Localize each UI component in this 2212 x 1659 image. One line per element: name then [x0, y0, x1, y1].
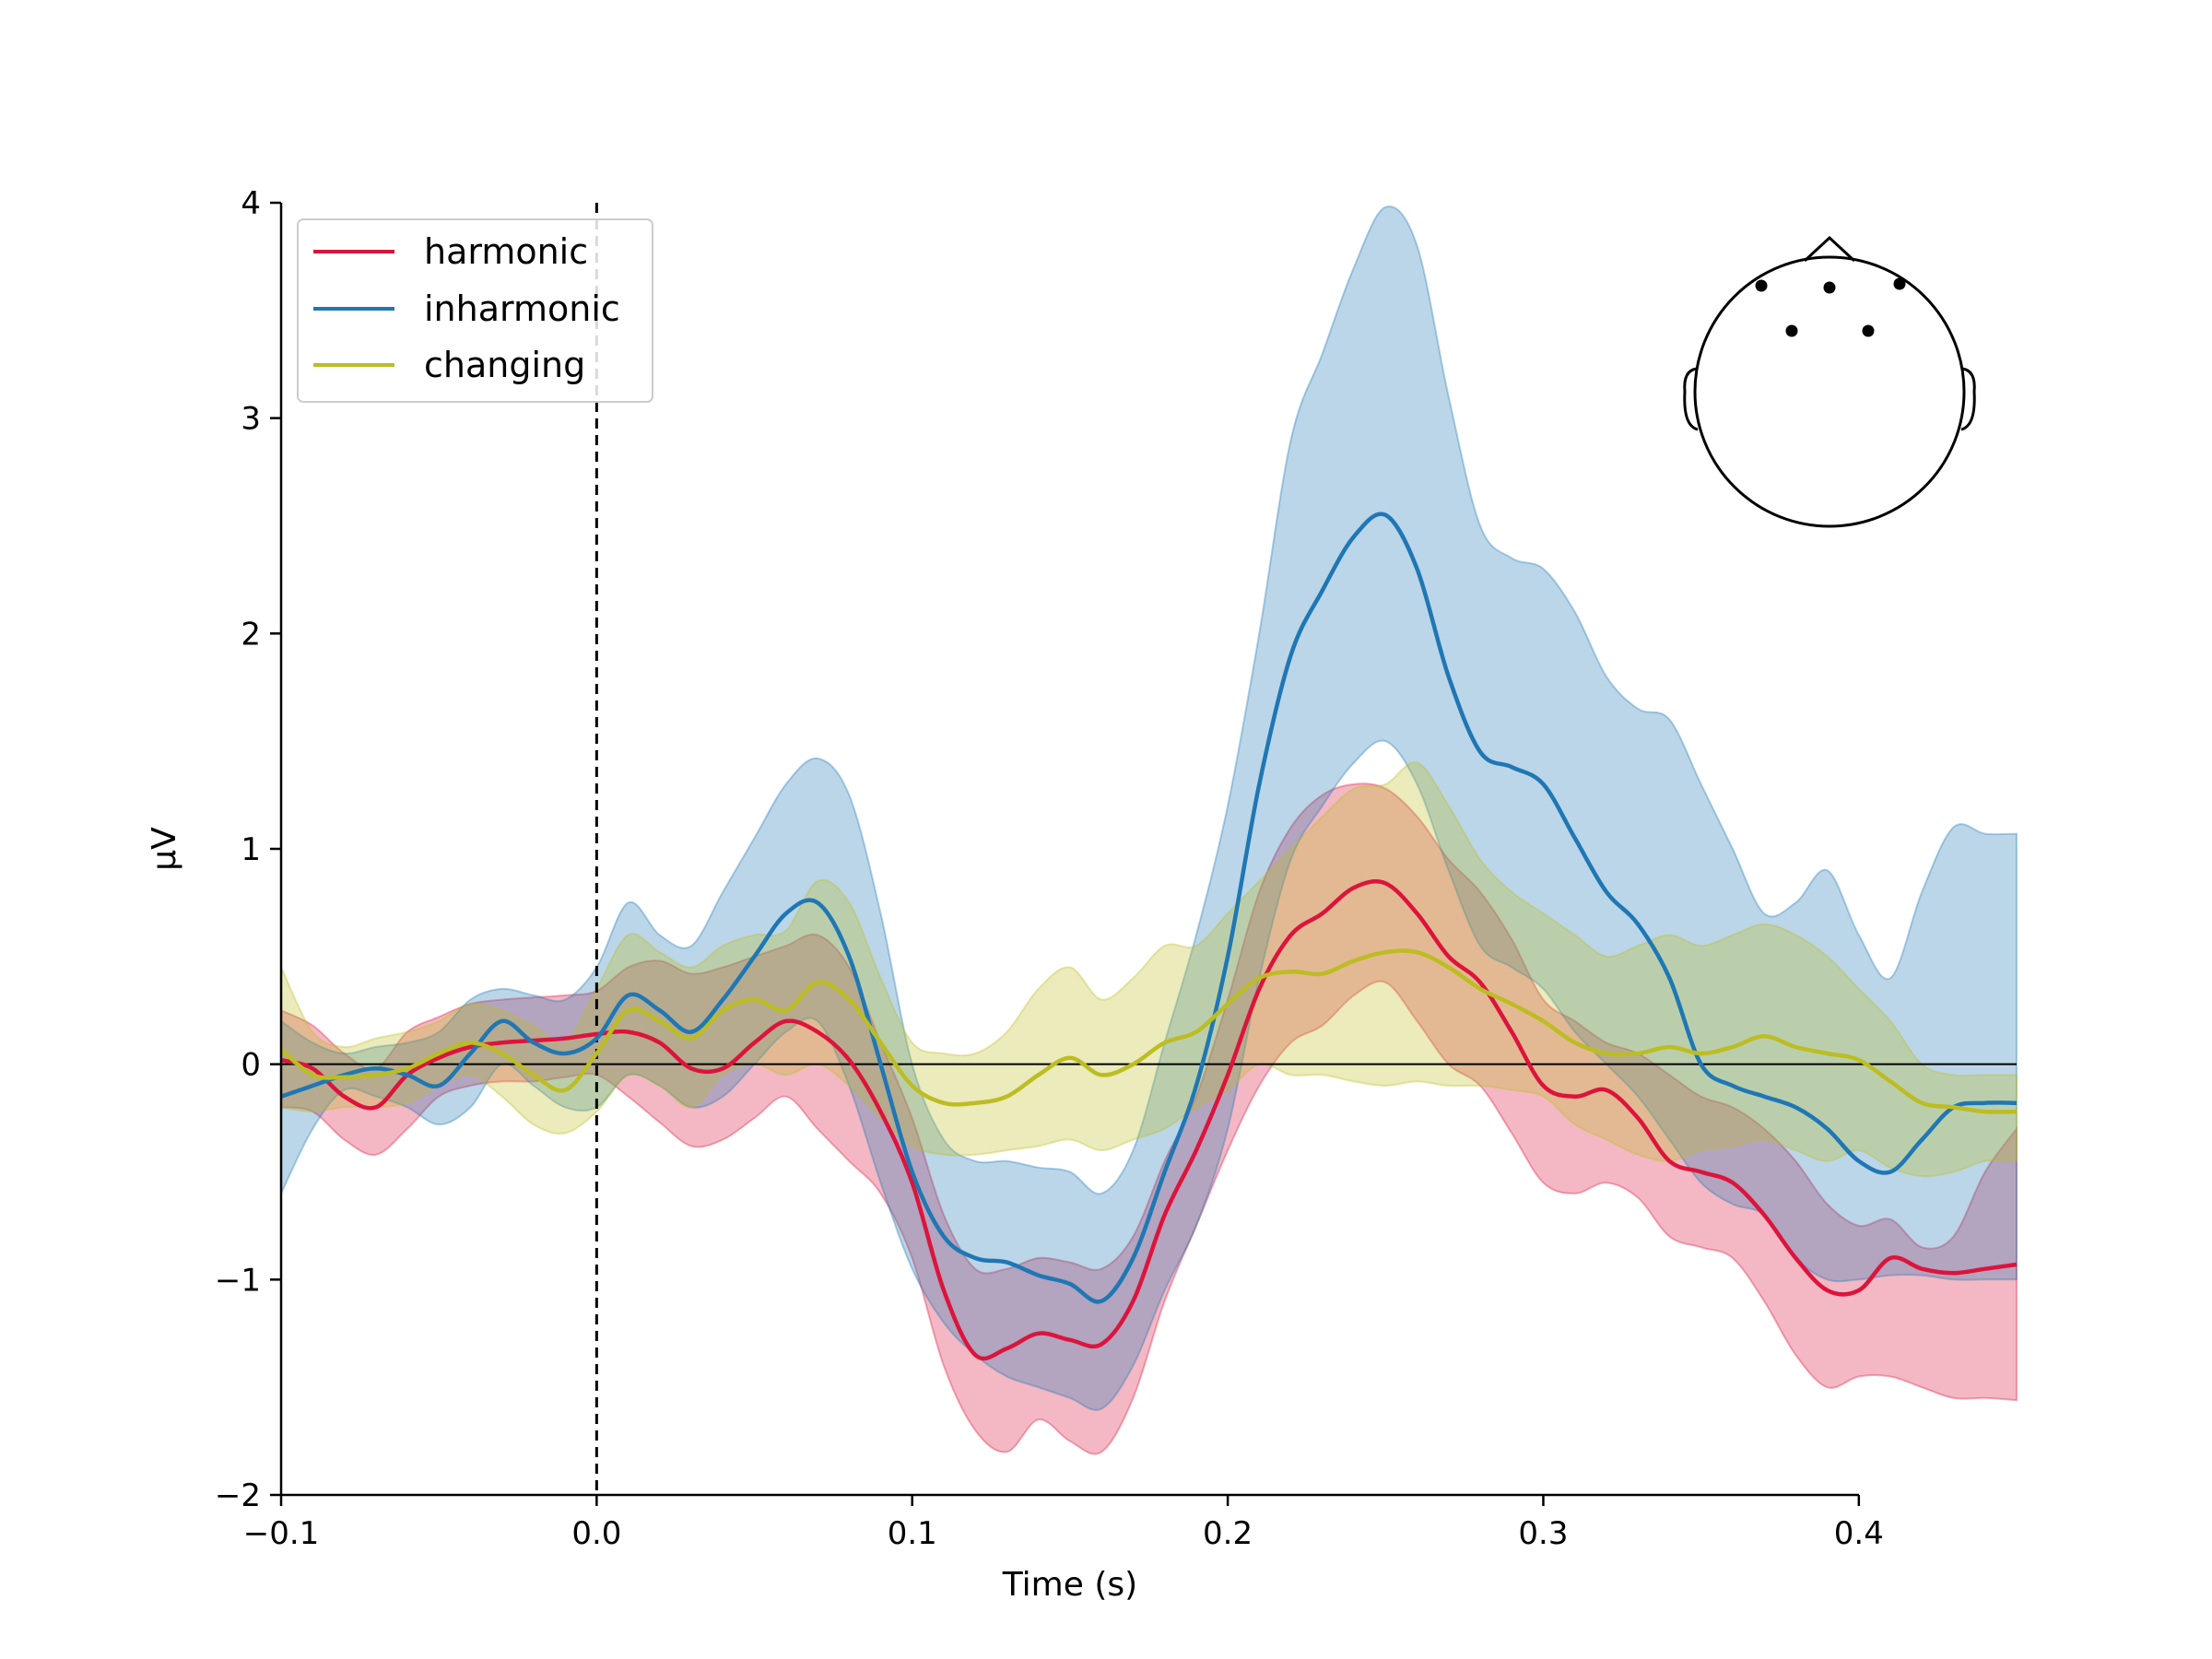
line-inharmonic	[280, 512, 2018, 1304]
right-ear	[1960, 367, 1976, 431]
x-tick-label: −0.1	[243, 1515, 320, 1552]
legend-label-harmonic: harmonic	[424, 231, 588, 272]
sensor-dot	[1823, 281, 1836, 294]
band-changing	[280, 761, 2018, 1178]
line-changing	[279, 948, 2018, 1114]
legend: harmonic inharmonic changing	[297, 218, 653, 403]
sensor-dot	[1893, 277, 1906, 290]
x-tick-label: 0.4	[1834, 1515, 1884, 1552]
sensor-dot	[1862, 324, 1875, 337]
y-axis-label: µV	[146, 827, 183, 871]
legend-label-changing: changing	[424, 345, 585, 385]
sensor-dot	[1785, 324, 1798, 337]
series-lines	[279, 512, 2018, 1361]
y-tick-label: −1	[215, 1262, 261, 1299]
x-axis-label: Time (s)	[1002, 1566, 1137, 1604]
legend-label-inharmonic: inharmonic	[424, 288, 620, 329]
y-ticks: −2 −1 0 1 2 3 4	[215, 185, 281, 1514]
line-harmonic	[280, 879, 2018, 1361]
x-tick-label: 0.0	[571, 1515, 621, 1552]
x-tick-label: 0.2	[1203, 1515, 1253, 1552]
legend-box	[297, 218, 653, 403]
left-ear	[1683, 367, 1699, 431]
y-tick-label: 3	[241, 401, 261, 438]
y-tick-label: 1	[241, 831, 261, 868]
y-tick-label: 0	[241, 1047, 261, 1084]
sensor-head-inset	[1683, 235, 1976, 528]
head-outline	[1693, 255, 1966, 528]
x-ticks: −0.1 0.0 0.1 0.2 0.3 0.4	[243, 1495, 1884, 1552]
x-tick-label: 0.3	[1518, 1515, 1568, 1552]
band-inharmonic	[280, 205, 2018, 1411]
sensor-dot	[1755, 279, 1768, 292]
y-tick-label: 4	[241, 185, 261, 222]
nose	[1803, 235, 1856, 263]
x-tick-label: 0.1	[888, 1515, 937, 1552]
y-tick-label: 2	[241, 616, 261, 653]
y-tick-label: −2	[215, 1477, 261, 1514]
